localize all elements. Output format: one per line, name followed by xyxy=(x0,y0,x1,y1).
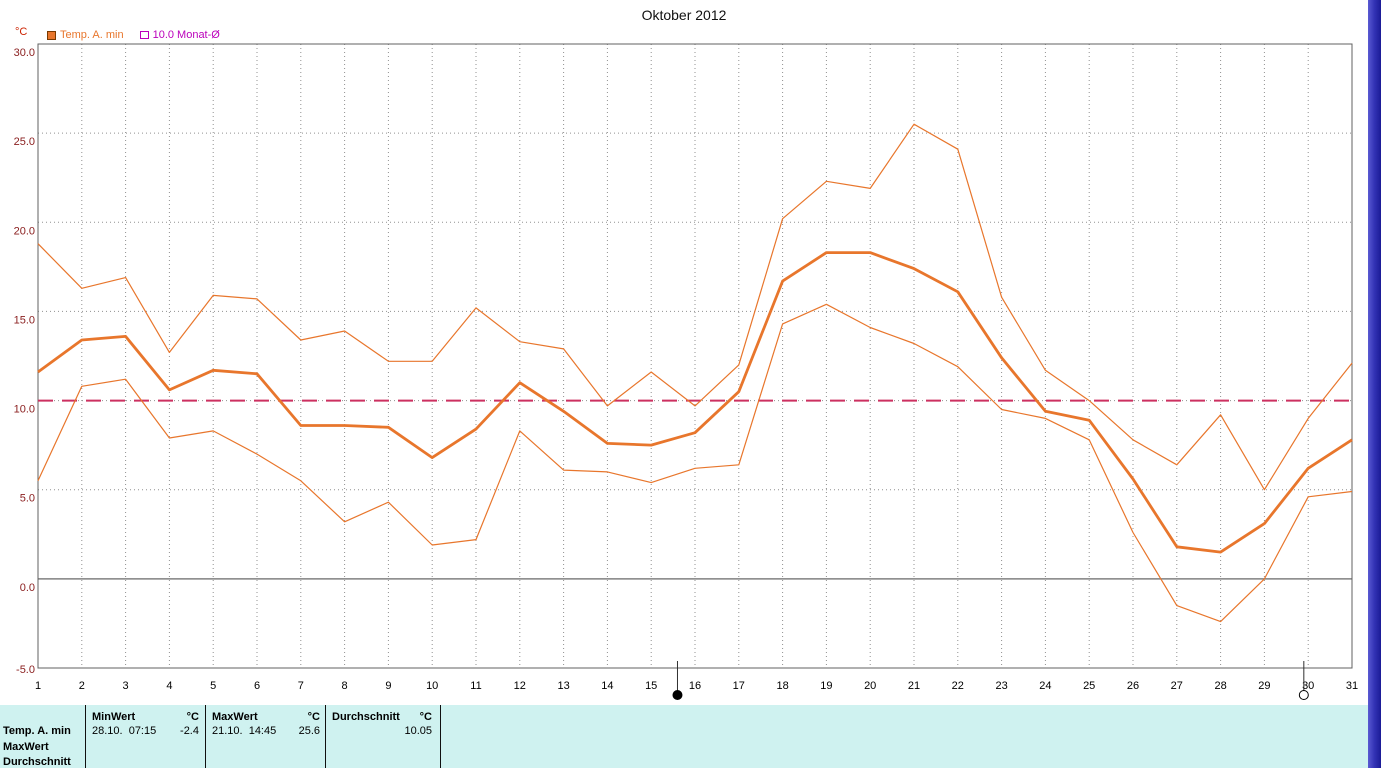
svg-text:6: 6 xyxy=(254,680,260,692)
svg-text:5: 5 xyxy=(210,680,216,692)
svg-text:29: 29 xyxy=(1258,680,1270,692)
max-header-row: MaxWert °C xyxy=(212,711,320,723)
svg-text:16: 16 xyxy=(689,680,701,692)
legend: Temp. A. min 10.0 Monat-Ø xyxy=(47,28,220,42)
svg-text:25: 25 xyxy=(1083,680,1095,692)
svg-text:17: 17 xyxy=(733,680,745,692)
max-value-row: 21.10. 14:45 25.6 xyxy=(212,725,320,737)
x-axis-labels: 1 2 3 4 5 6 7 8 9 10 11 12 13 14 15 16 17 18 19 20 21 22 23 24 2… xyxy=(35,680,1358,692)
svg-text:8: 8 xyxy=(342,680,348,692)
stats-row-label-avg: Durchschnitt xyxy=(3,756,71,768)
y-axis-labels: 30.0 25.0 20.0 15.0 10.0 5.0 0.0 -5.0 xyxy=(14,47,35,676)
max-datetime: 21.10. 14:45 xyxy=(212,725,277,737)
svg-text:30.0: 30.0 xyxy=(14,47,35,59)
svg-text:21: 21 xyxy=(908,680,920,692)
series-daily-max xyxy=(37,123,1353,491)
min-header-row: MinWert °C xyxy=(92,711,199,723)
svg-text:27: 27 xyxy=(1171,680,1183,692)
avg-value-row: 10.05 xyxy=(332,725,432,737)
svg-text:2: 2 xyxy=(79,680,85,692)
stats-row-label-max: MaxWert xyxy=(3,741,49,753)
svg-text:10: 10 xyxy=(426,680,438,692)
series-temp-a-min xyxy=(37,251,1353,554)
svg-text:12: 12 xyxy=(514,680,526,692)
svg-text:28: 28 xyxy=(1214,680,1226,692)
moon-phase-markers xyxy=(672,661,1309,700)
svg-text:1: 1 xyxy=(35,680,41,692)
svg-text:20.0: 20.0 xyxy=(14,225,35,237)
svg-text:31: 31 xyxy=(1346,680,1358,692)
min-header: MinWert xyxy=(92,711,136,723)
svg-text:25.0: 25.0 xyxy=(14,136,35,148)
table-divider xyxy=(440,705,441,768)
svg-text:26: 26 xyxy=(1127,680,1139,692)
y-axis-unit-label: °C xyxy=(15,26,28,38)
max-header: MaxWert xyxy=(212,711,258,723)
svg-text:13: 13 xyxy=(557,680,569,692)
stats-table: Temp. A. min MaxWert Durchschnitt MinWer… xyxy=(0,705,1368,768)
svg-text:30: 30 xyxy=(1302,680,1314,692)
svg-text:-5.0: -5.0 xyxy=(16,664,35,676)
svg-text:24: 24 xyxy=(1039,680,1051,692)
max-unit: °C xyxy=(307,711,320,723)
scrollbar-strip[interactable] xyxy=(1368,0,1381,768)
plot-border xyxy=(37,43,1353,669)
full-moon-icon xyxy=(1298,690,1309,700)
grid-lines xyxy=(37,43,1353,668)
svg-text:20: 20 xyxy=(864,680,876,692)
svg-text:9: 9 xyxy=(385,680,391,692)
stats-row-label-temp: Temp. A. min xyxy=(3,725,71,737)
svg-text:10.0: 10.0 xyxy=(14,404,35,416)
min-value-column: MinWert °C 28.10. 07:15 -2.4 xyxy=(92,705,199,768)
legend-temp-label: Temp. A. min xyxy=(60,29,124,41)
min-datetime: 28.10. 07:15 xyxy=(92,725,157,737)
series-daily-min xyxy=(37,303,1353,623)
svg-text:19: 19 xyxy=(820,680,832,692)
svg-text:0.0: 0.0 xyxy=(20,582,35,594)
svg-text:15.0: 15.0 xyxy=(14,314,35,326)
series-lines xyxy=(37,123,1353,623)
min-value-row: 28.10. 07:15 -2.4 xyxy=(92,725,199,737)
monthly-average-swatch-icon xyxy=(139,31,149,39)
svg-text:22: 22 xyxy=(952,680,964,692)
min-unit: °C xyxy=(186,711,199,723)
max-value: 25.6 xyxy=(298,725,320,737)
svg-text:4: 4 xyxy=(166,680,172,692)
svg-text:5.0: 5.0 xyxy=(20,493,35,505)
svg-text:15: 15 xyxy=(645,680,657,692)
max-value-column: MaxWert °C 21.10. 14:45 25.6 xyxy=(212,705,320,768)
svg-text:3: 3 xyxy=(123,680,129,692)
svg-text:11: 11 xyxy=(470,680,481,692)
svg-text:7: 7 xyxy=(298,680,304,692)
avg-header: Durchschnitt xyxy=(332,711,400,723)
temp-series-swatch-icon xyxy=(47,30,56,40)
table-divider xyxy=(205,705,206,768)
avg-value: 10.05 xyxy=(404,725,432,737)
average-column: Durchschnitt °C 10.05 xyxy=(332,705,432,768)
min-value: -2.4 xyxy=(180,725,199,737)
svg-text:23: 23 xyxy=(995,680,1007,692)
svg-text:14: 14 xyxy=(601,680,613,692)
avg-header-row: Durchschnitt °C xyxy=(332,711,432,723)
avg-unit: °C xyxy=(419,711,432,723)
chart-title: Oktober 2012 xyxy=(641,7,727,23)
table-divider xyxy=(325,705,326,768)
legend-average-label: 10.0 Monat-Ø xyxy=(152,29,220,41)
svg-text:18: 18 xyxy=(776,680,788,692)
new-moon-icon xyxy=(672,690,683,700)
table-divider xyxy=(85,705,86,768)
temperature-chart: 30.025.020.015.010.05.00.0-5.01 2 3 4 5 6 7 8 9 1… xyxy=(14,43,1358,700)
